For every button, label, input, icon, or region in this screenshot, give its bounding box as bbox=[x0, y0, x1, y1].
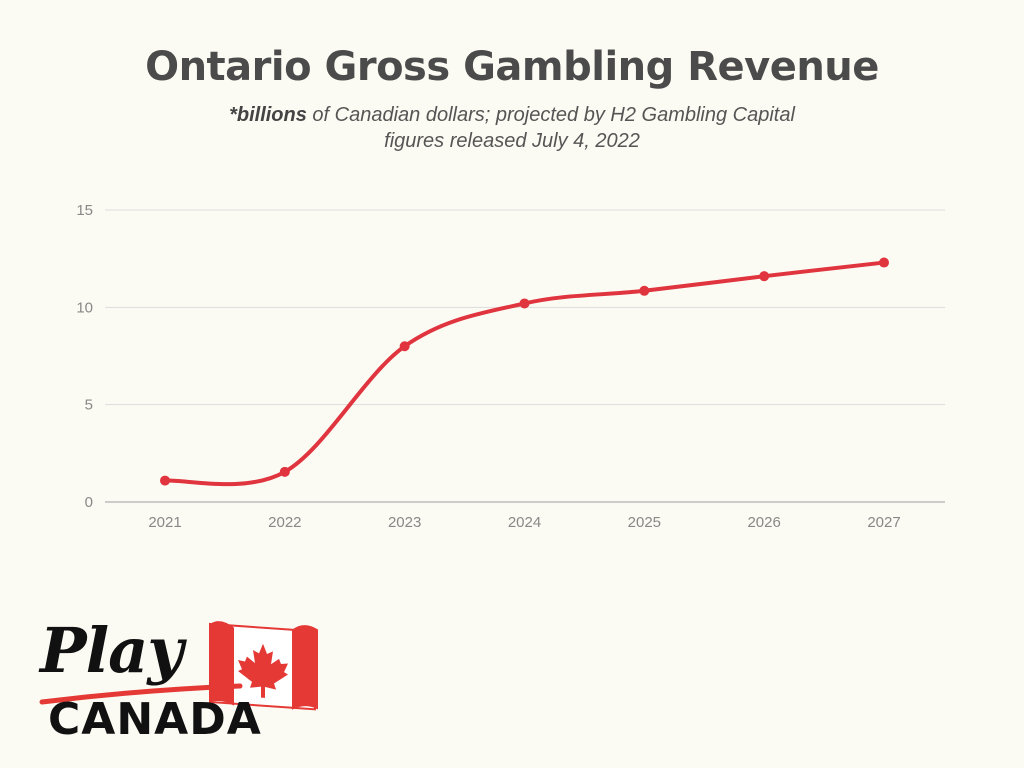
y-tick-label: 15 bbox=[76, 202, 93, 219]
data-point bbox=[639, 285, 650, 296]
line-chart: 0 5 10 15 2021 2022 2023 2024 2025 2026 2027 bbox=[76, 202, 945, 531]
subtitle-source: of Canadian dollars; projected by H2 Gam… bbox=[306, 104, 795, 126]
x-tick-label: 2023 bbox=[388, 514, 421, 531]
y-tick-label: 0 bbox=[85, 494, 93, 511]
x-tick-label: 2027 bbox=[867, 514, 900, 531]
play-canada-logo: Play CANADA bbox=[30, 610, 330, 750]
canada-flag-icon bbox=[39, 621, 318, 711]
chart-title: Ontario Gross Gambling Revenue bbox=[145, 44, 879, 90]
x-tick-label: 2026 bbox=[747, 514, 780, 531]
x-tick-label: 2021 bbox=[148, 514, 181, 531]
data-point bbox=[279, 466, 290, 477]
subtitle-release-date: figures released July 4, 2022 bbox=[384, 130, 640, 152]
subtitle-units: *billions bbox=[229, 104, 307, 126]
x-tick-label: 2024 bbox=[508, 514, 541, 531]
series-line bbox=[163, 260, 886, 487]
data-point bbox=[759, 271, 770, 282]
data-point bbox=[160, 475, 170, 486]
x-tick-label: 2022 bbox=[268, 514, 301, 531]
chart-subtitle: *billions of Canadian dollars; projected… bbox=[0, 102, 1024, 154]
y-tick-label: 10 bbox=[76, 299, 93, 316]
x-tick-label: 2025 bbox=[628, 514, 661, 531]
data-point bbox=[519, 298, 530, 309]
y-tick-label: 5 bbox=[85, 397, 93, 414]
logo-canada-text: CANADA bbox=[48, 694, 262, 745]
logo-play-text: Play bbox=[40, 614, 183, 687]
data-point bbox=[399, 341, 410, 352]
data-point bbox=[879, 257, 889, 268]
